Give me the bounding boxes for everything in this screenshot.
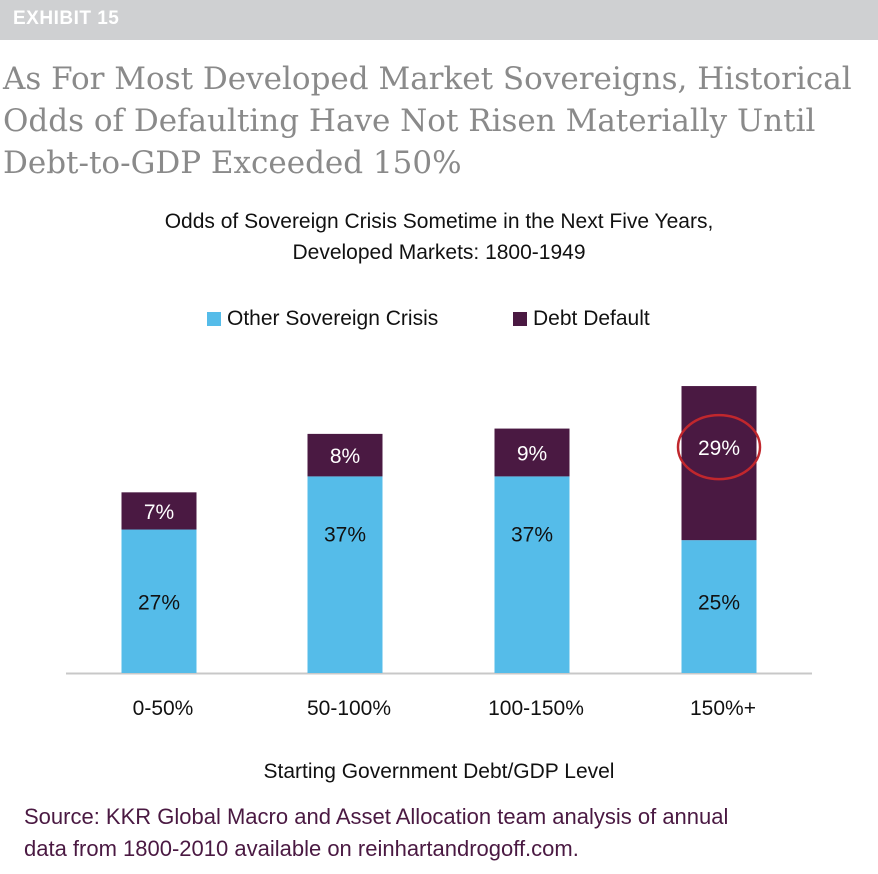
x-tick-label: 0-50% [133,697,194,720]
bar-segment-debt-default [307,433,383,477]
chart-title-line: Developed Markets: 1800-1949 [292,241,586,264]
source-line: data from 1800-2010 available on reinhar… [24,836,579,861]
data-label-other-crisis: 37% [324,523,366,546]
x-tick-label: 150%+ [690,697,756,720]
x-tick-label: 100-150% [488,697,584,720]
headline-line: As For Most Developed Market Sovereigns,… [3,61,852,97]
legend-label: Other Sovereign Crisis [227,307,439,330]
bar-segment-debt-default [681,386,757,541]
legend-label: Debt Default [533,307,650,330]
legend-item-other-crisis: Other Sovereign Crisis [207,307,438,331]
data-label-debt-default: 29% [698,437,740,460]
chart-legend: Other Sovereign Crisis Debt Default [0,307,878,337]
bar-segment-other-crisis [681,540,757,673]
headline: As For Most Developed Market Sovereigns,… [3,58,863,184]
data-label-debt-default: 9% [517,442,547,465]
bar-segment-debt-default [494,428,570,477]
exhibit-header-bar: EXHIBIT 15 [0,0,878,40]
bar-segment-other-crisis [121,529,197,673]
legend-swatch-debt-default [513,312,527,326]
highlight-circle [676,413,762,481]
bar-segment-other-crisis [494,476,570,673]
x-tick-label: 50-100% [307,697,391,720]
legend-swatch-other-crisis [207,312,221,326]
x-axis-title: Starting Government Debt/GDP Level [264,760,615,783]
data-label-other-crisis: 37% [511,523,553,546]
source-line: Source: KKR Global Macro and Asset Alloc… [24,804,729,829]
legend-item-debt-default: Debt Default [513,307,650,331]
stacked-bar-chart: 27% 7% 0-50% 37% 8% 50-100% 37% 9% 100-150% 25% 29… [66,386,812,783]
exhibit-label: EXHIBIT 15 [13,8,120,29]
data-label-debt-default: 8% [330,445,360,468]
data-label-other-crisis: 27% [138,591,180,614]
data-label-debt-default: 7% [144,501,174,524]
data-label-other-crisis: 25% [698,592,740,615]
chart-title-line: Odds of Sovereign Crisis Sometime in the… [164,210,714,233]
chart-title: Odds of Sovereign Crisis Sometime in the… [0,206,878,268]
source-note: Source: KKR Global Macro and Asset Alloc… [24,801,864,865]
headline-line: Odds of Defaulting Have Not Risen Materi… [3,103,816,139]
bar-segment-other-crisis [307,476,383,673]
bar-segment-debt-default [121,492,197,530]
headline-line: Debt-to-GDP Exceeded 150% [3,145,462,181]
